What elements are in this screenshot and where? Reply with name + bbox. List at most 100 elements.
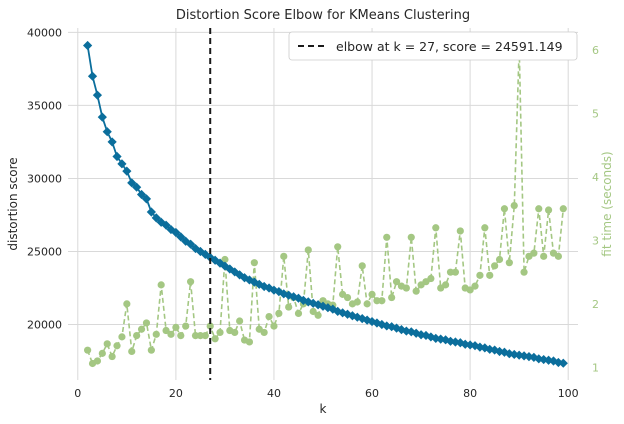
fit-time-point [456,227,464,235]
fit-time-point [108,352,116,361]
fit-time-point [260,328,268,337]
distortion-point [529,352,539,362]
fit-time-point [167,330,175,338]
fit-time-point [182,322,190,330]
y2-tick-label: 5 [592,108,599,121]
fit-time-point [392,278,401,286]
fit-time-point [103,340,111,348]
distortion-point [136,189,147,200]
fit-time-point [177,332,185,340]
fit-time-point [314,311,322,319]
fit-time-point [451,268,460,276]
distortion-point [92,90,103,100]
fit-time-point [157,281,165,289]
distortion-point [97,112,107,122]
x-tick-label: 80 [463,387,477,400]
fit-time-point [368,290,376,298]
distortion-point [235,270,245,280]
distortion-point [171,227,181,238]
fit-time-point [510,201,518,210]
distortion-point [509,349,519,360]
y2-tick-label: 4 [592,171,599,184]
fit-time-point [540,252,548,260]
fit-time-point [495,255,504,264]
distortion-point [436,334,446,344]
distortion-point [338,308,348,318]
distortion-point [141,194,152,204]
fit-time-point [412,287,420,295]
fit-time-point [441,281,450,289]
fit-time-point [186,278,195,286]
fit-time-point [476,271,484,279]
distortion-point [328,304,338,314]
distortion-point [303,297,313,307]
distortion-series [83,40,568,368]
distortion-point [490,345,500,355]
legend-label: elbow at k = 27, score = 24591.149 [336,39,563,54]
x-tick-label: 100 [558,387,579,400]
fit-time-point [280,252,288,260]
fit-time-point [285,303,293,311]
distortion-point [274,287,284,297]
distortion-point [396,325,407,335]
y-axis-title: distortion score [6,157,20,250]
y-tick-label: 40000 [27,26,62,39]
fit-time-point [343,293,352,302]
distortion-point [524,352,534,362]
distortion-point [352,312,362,322]
fit-time-point [98,349,106,357]
fit-time-point [172,323,180,331]
fit-time-point [559,205,567,213]
distortion-point [220,261,230,271]
fit-time-point [245,338,254,346]
y2-tick-label: 2 [592,298,599,311]
distortion-point [308,298,318,308]
distortion-point [102,127,112,137]
distortion-point [391,323,402,333]
distortion-point [244,275,255,285]
legend: elbow at k = 27, score = 24591.149 [288,31,578,61]
distortion-point [333,306,343,316]
y-tick-label: 20000 [27,318,62,331]
y-axis-ticks: 20000 25000 30000 35000 40000 [27,26,62,331]
fit-time-point [471,282,479,290]
fit-time-point [432,224,440,232]
y-tick-label: 25000 [27,245,62,258]
fit-time-point [206,322,214,330]
distortion-point [387,322,397,332]
fit-time-point [123,300,131,308]
distortion-point [543,355,554,365]
fit-time-point [466,286,474,294]
fit-time-point [137,325,146,333]
distortion-point [367,316,377,327]
x-tick-label: 40 [267,387,281,400]
fit-time-point [505,259,513,267]
distortion-point [519,351,529,361]
distortion-point [480,343,490,353]
x-axis-title: k [320,402,327,416]
distortion-point [431,333,441,343]
fit-time-point [334,243,342,251]
fit-time-point [118,333,126,341]
fit-time-point [535,205,543,213]
distortion-point [146,207,156,217]
fit-time-point [304,246,312,254]
distortion-point [475,342,485,352]
fit-time-point [113,342,121,350]
distortion-point [117,159,127,169]
distortion-point [249,277,259,287]
fit-time-point [294,309,303,318]
fit-time-point [84,346,92,354]
distortion-point [362,315,372,325]
distortion-point [215,258,225,268]
distortion-point [161,220,171,230]
y2-axis-ticks: 1 2 3 4 5 6 [592,44,599,374]
distortion-point [504,349,514,359]
fit-time-point [270,322,278,330]
fit-time-point [353,298,361,306]
distortion-point [107,137,117,147]
distortion-point [185,239,196,249]
legend-box [288,31,578,61]
fit-time-point [152,330,160,338]
